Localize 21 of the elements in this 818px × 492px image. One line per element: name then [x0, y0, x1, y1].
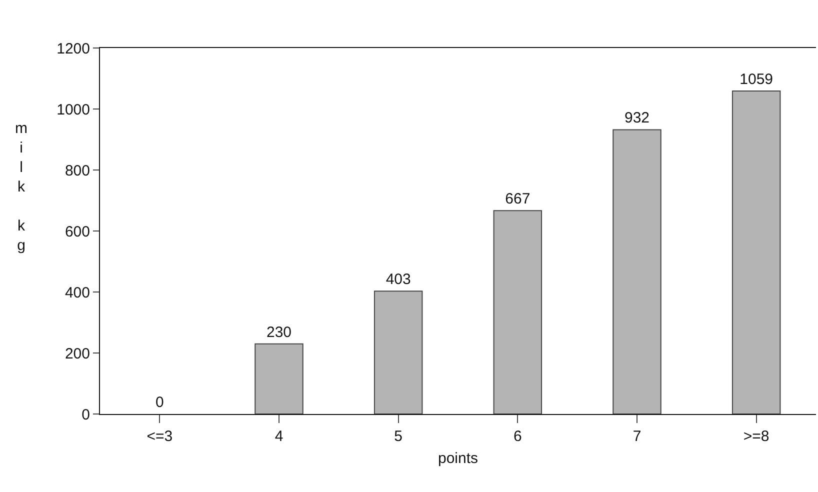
y-tick-label: 1200 [56, 40, 90, 58]
x-axis-title: points [438, 450, 478, 467]
data-label: 932 [624, 110, 650, 127]
data-label: 1059 [740, 71, 774, 88]
y-tick-label: 400 [64, 284, 90, 302]
x-tick-label: 5 [394, 428, 402, 445]
text: milk kg [15, 120, 28, 254]
y-tick-label: 800 [64, 162, 90, 180]
x-tick-label: <=3 [146, 428, 173, 445]
data-label: 230 [266, 324, 292, 341]
data-label: 667 [505, 190, 530, 208]
x-tick-label: 4 [274, 428, 284, 445]
y-tick-label: 0 [82, 406, 90, 424]
data-label: 403 [386, 271, 411, 288]
x-tick-label: 6 [514, 428, 522, 445]
y-tick-label: 1000 [56, 101, 90, 118]
x-tick-label: >=8 [743, 428, 770, 445]
data-label: 0 [155, 394, 164, 411]
y-tick-label: 600 [64, 223, 90, 240]
x-tick-label: 7 [632, 428, 642, 445]
y-tick-label: 200 [64, 345, 90, 362]
